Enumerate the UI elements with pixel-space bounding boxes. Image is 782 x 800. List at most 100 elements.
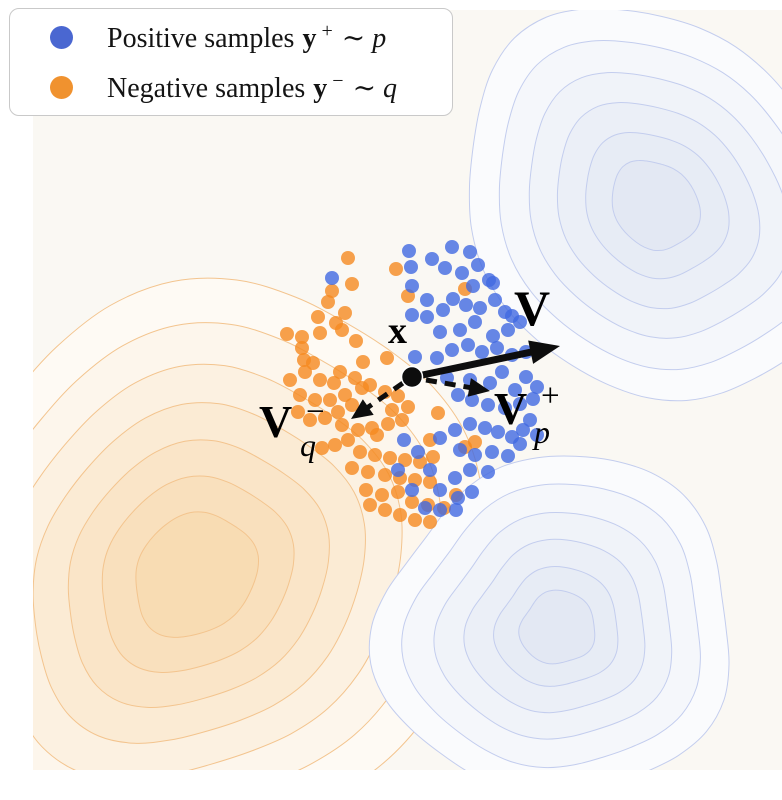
scatter-point bbox=[345, 461, 359, 475]
scatter-point bbox=[345, 398, 359, 412]
scatter-point bbox=[463, 463, 477, 477]
scatter-point bbox=[295, 341, 309, 355]
scatter-point bbox=[465, 485, 479, 499]
scatter-point bbox=[404, 260, 418, 274]
scatter-point bbox=[466, 279, 480, 293]
scatter-point bbox=[381, 417, 395, 431]
scatter-point bbox=[486, 276, 500, 290]
scatter-point bbox=[463, 417, 477, 431]
legend-tilde: ∼ bbox=[352, 72, 377, 104]
scatter-point bbox=[498, 401, 512, 415]
scatter-point bbox=[445, 240, 459, 254]
scatter-point bbox=[345, 277, 359, 291]
scatter-point bbox=[375, 488, 389, 502]
legend-label-negative: Negative samples y − ∼ q bbox=[107, 70, 397, 105]
scatter-point bbox=[426, 450, 440, 464]
scatter-point bbox=[463, 245, 477, 259]
scatter-point bbox=[328, 438, 342, 452]
scatter-point bbox=[433, 483, 447, 497]
scatter-point bbox=[351, 423, 365, 437]
positive-density-p-upper bbox=[468, 10, 782, 402]
scatter-point bbox=[423, 515, 437, 529]
scatter-point bbox=[395, 413, 409, 427]
scatter-point bbox=[378, 503, 392, 517]
scatter-point bbox=[353, 445, 367, 459]
vp-subscript: p bbox=[534, 414, 550, 450]
scatter-point bbox=[341, 433, 355, 447]
negative-marker-icon bbox=[50, 75, 73, 99]
scatter-point bbox=[473, 301, 487, 315]
vp-base: V bbox=[494, 383, 528, 434]
scatter-point bbox=[523, 413, 537, 427]
scatter-point bbox=[402, 244, 416, 258]
scatter-point bbox=[333, 365, 347, 379]
scatter-point bbox=[481, 398, 495, 412]
scatter-point bbox=[368, 448, 382, 462]
scatter-point bbox=[335, 323, 349, 337]
scatter-point bbox=[323, 393, 337, 407]
scatter-point bbox=[448, 471, 462, 485]
scatter-point bbox=[513, 315, 527, 329]
scatter-point bbox=[468, 315, 482, 329]
scatter-point bbox=[341, 251, 355, 265]
vector-field-arrows bbox=[351, 340, 560, 419]
scatter-point bbox=[446, 292, 460, 306]
scatter-points bbox=[280, 240, 544, 529]
scatter-point bbox=[431, 406, 445, 420]
scatter-point bbox=[311, 310, 325, 324]
legend-distribution: q bbox=[383, 72, 398, 104]
scatter-point bbox=[318, 411, 332, 425]
scatter-point bbox=[303, 413, 317, 427]
legend-symbol: y bbox=[302, 22, 317, 54]
scatter-point bbox=[295, 330, 309, 344]
scatter-point bbox=[356, 355, 370, 369]
arrowhead-icon bbox=[351, 399, 374, 419]
scatter-point bbox=[526, 392, 540, 406]
scatter-point bbox=[308, 393, 322, 407]
scatter-point bbox=[321, 295, 335, 309]
scatter-point bbox=[478, 421, 492, 435]
scatter-point bbox=[451, 388, 465, 402]
scatter-point bbox=[315, 441, 329, 455]
scatter-point bbox=[420, 310, 434, 324]
legend-distribution: p bbox=[372, 22, 387, 54]
density-contours bbox=[33, 10, 782, 770]
scatter-point bbox=[325, 271, 339, 285]
scatter-point bbox=[389, 262, 403, 276]
vector-vp-label: V + p bbox=[494, 380, 560, 449]
scatter-point bbox=[325, 284, 339, 298]
arrowhead-icon bbox=[528, 340, 560, 364]
scatter-point bbox=[313, 326, 327, 340]
legend-superscript: + bbox=[321, 19, 333, 42]
scatter-point bbox=[411, 445, 425, 459]
scatter-point bbox=[433, 431, 447, 445]
scatter-point bbox=[455, 266, 469, 280]
legend-text-prefix: Negative samples bbox=[107, 72, 306, 104]
legend-superscript: − bbox=[332, 69, 344, 92]
scatter-point bbox=[291, 405, 305, 419]
scatter-point bbox=[418, 501, 432, 515]
scatter-point bbox=[405, 495, 419, 509]
scatter-point bbox=[423, 463, 437, 477]
scatter-point bbox=[327, 376, 341, 390]
scatter-point bbox=[361, 465, 375, 479]
scatter-point bbox=[397, 433, 411, 447]
scatter-point bbox=[530, 380, 544, 394]
legend-item-positive: Positive samples y + ∼ p bbox=[50, 16, 452, 58]
scatter-point bbox=[405, 279, 419, 293]
scatter-point bbox=[391, 389, 405, 403]
scatter-point bbox=[420, 293, 434, 307]
scatter-point bbox=[490, 341, 504, 355]
scatter-point bbox=[440, 371, 454, 385]
scatter-point bbox=[423, 475, 437, 489]
scatter-point bbox=[380, 351, 394, 365]
scatter-point bbox=[408, 513, 422, 527]
vp-superscript: + bbox=[541, 378, 560, 414]
scatter-point bbox=[449, 503, 463, 517]
scatter-point bbox=[430, 351, 444, 365]
vq-base: V bbox=[259, 396, 293, 447]
series-positive bbox=[325, 240, 544, 517]
scatter-point bbox=[448, 423, 462, 437]
scatter-point bbox=[349, 334, 363, 348]
